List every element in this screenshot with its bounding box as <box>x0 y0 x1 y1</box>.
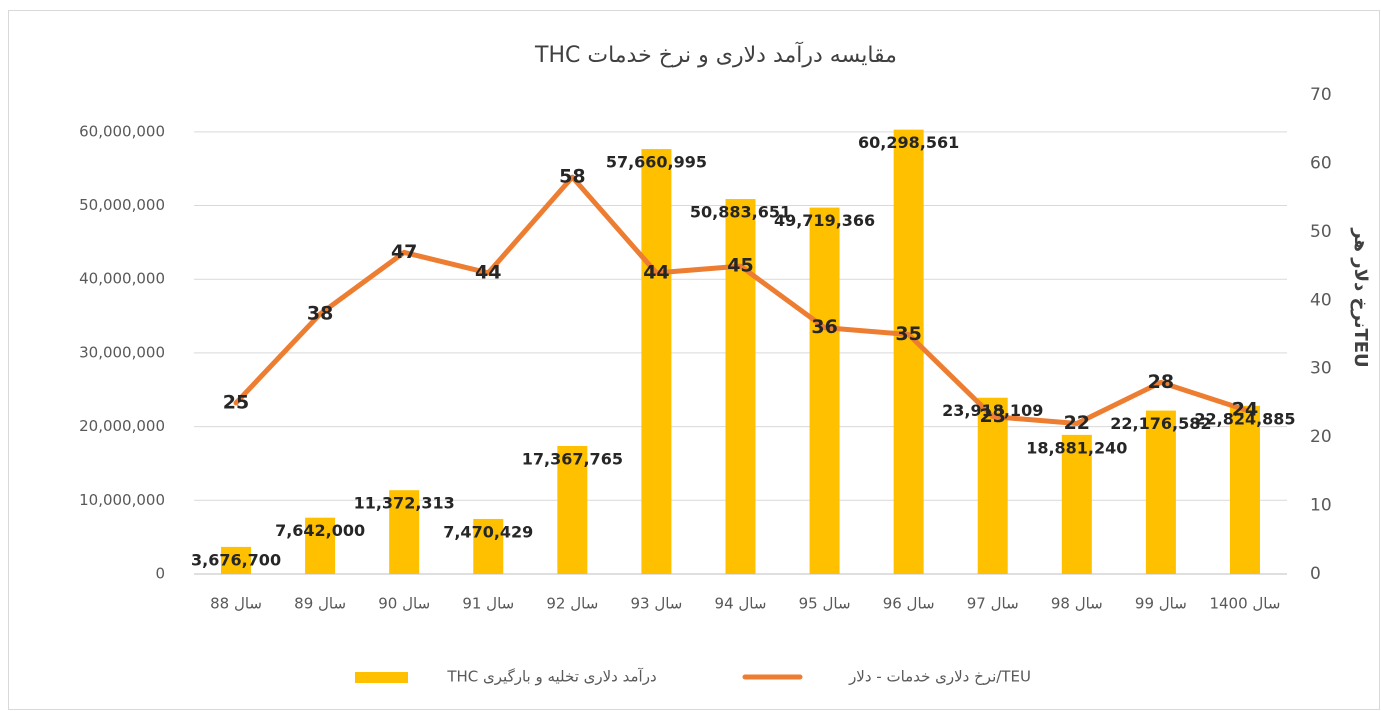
bar <box>389 490 420 574</box>
bar <box>641 149 672 574</box>
line-value-label: 36 <box>811 316 837 338</box>
line-series <box>233 174 1248 426</box>
bar-value-label: 17,367,765 <box>522 450 623 469</box>
x-tick-label: سال 95 <box>799 595 851 613</box>
x-tick-label: سال 94 <box>715 595 767 613</box>
x-tick-label: سال 96 <box>883 595 935 613</box>
line-value-label: 28 <box>1148 371 1174 393</box>
x-tick-label: سال 99 <box>1135 595 1187 613</box>
chart-frame <box>8 10 1380 710</box>
y2-axis-title: نرخ دلار هرTEU <box>1350 227 1371 367</box>
y2-tick-label: 0 <box>1310 564 1321 584</box>
x-tick-label: سال 92 <box>546 595 598 613</box>
bar <box>725 199 756 575</box>
chart-title: مقایسه درآمد دلاری و نرخ خدمات THC <box>534 41 897 68</box>
bar-value-label: 22,824,885 <box>1194 409 1295 428</box>
x-tick-label: سال 91 <box>462 595 514 613</box>
bar-value-label: 57,660,995 <box>606 153 707 172</box>
bar <box>305 517 336 574</box>
x-tick-label: سال 88 <box>210 595 262 613</box>
y-tick-label: 60,000,000 <box>79 122 165 140</box>
y-tick-label: 20,000,000 <box>79 417 165 435</box>
bar <box>977 397 1008 574</box>
line-value-label: 25 <box>223 391 249 413</box>
line-value-label: 38 <box>307 302 333 324</box>
line-value-label: 23 <box>980 405 1006 427</box>
y-tick-label: 0 <box>155 565 165 583</box>
bar <box>893 129 924 574</box>
line-value-label: 58 <box>559 166 585 188</box>
bar-value-label: 22,176,582 <box>1110 414 1211 433</box>
bar-value-label: 7,642,000 <box>275 521 365 540</box>
bar-value-label: 7,470,429 <box>443 522 533 541</box>
bar <box>557 446 588 574</box>
x-tick-label: سال 97 <box>967 595 1019 613</box>
bar-value-label: 49,719,366 <box>774 211 875 230</box>
line-value-label: 44 <box>475 261 501 283</box>
y-tick-label: 50,000,000 <box>79 196 165 214</box>
x-tick-label: سال 89 <box>294 595 346 613</box>
y-tick-label: 10,000,000 <box>79 491 165 509</box>
line-value-label: 47 <box>391 241 417 263</box>
bar-value-label: 23,918,109 <box>942 401 1043 420</box>
legend-label: نرخ دلاری خدمات - دلار/TEU <box>848 668 1031 686</box>
bar <box>809 207 840 575</box>
bar-value-label: 50,883,651 <box>690 203 791 222</box>
bar-value-label: 3,676,700 <box>191 550 281 569</box>
bar <box>1145 410 1176 574</box>
y2-tick-label: 20 <box>1310 427 1332 447</box>
line-value-label: 44 <box>643 261 669 283</box>
legend-label: درآمد دلاری تخلیه و بارگیری THC <box>446 668 656 686</box>
bar <box>1229 405 1260 574</box>
y-tick-label: 30,000,000 <box>79 343 165 361</box>
y2-tick-label: 70 <box>1310 85 1332 105</box>
y2-tick-label: 10 <box>1310 496 1332 516</box>
x-tick-label: سال 90 <box>378 595 430 613</box>
line-value-label: 24 <box>1232 398 1258 420</box>
bar-value-label: 60,298,561 <box>858 133 959 152</box>
bar <box>473 518 504 574</box>
x-tick-label: سال 98 <box>1051 595 1103 613</box>
y2-tick-label: 30 <box>1310 359 1332 379</box>
x-tick-label: سال 93 <box>630 595 682 613</box>
bar <box>1061 434 1092 574</box>
bar <box>221 546 252 574</box>
bar-value-label: 18,881,240 <box>1026 438 1127 457</box>
y2-tick-label: 60 <box>1310 153 1332 173</box>
line-value-label: 35 <box>895 323 921 345</box>
x-tick-label: سال 1400 <box>1209 595 1280 613</box>
legend-swatch <box>355 672 408 683</box>
y2-tick-label: 40 <box>1310 290 1332 310</box>
y-tick-label: 40,000,000 <box>79 270 165 288</box>
line-value-label: 45 <box>727 255 753 277</box>
line-value-label: 22 <box>1064 412 1090 434</box>
bar-value-label: 11,372,313 <box>354 494 455 513</box>
y2-tick-label: 50 <box>1310 222 1332 242</box>
